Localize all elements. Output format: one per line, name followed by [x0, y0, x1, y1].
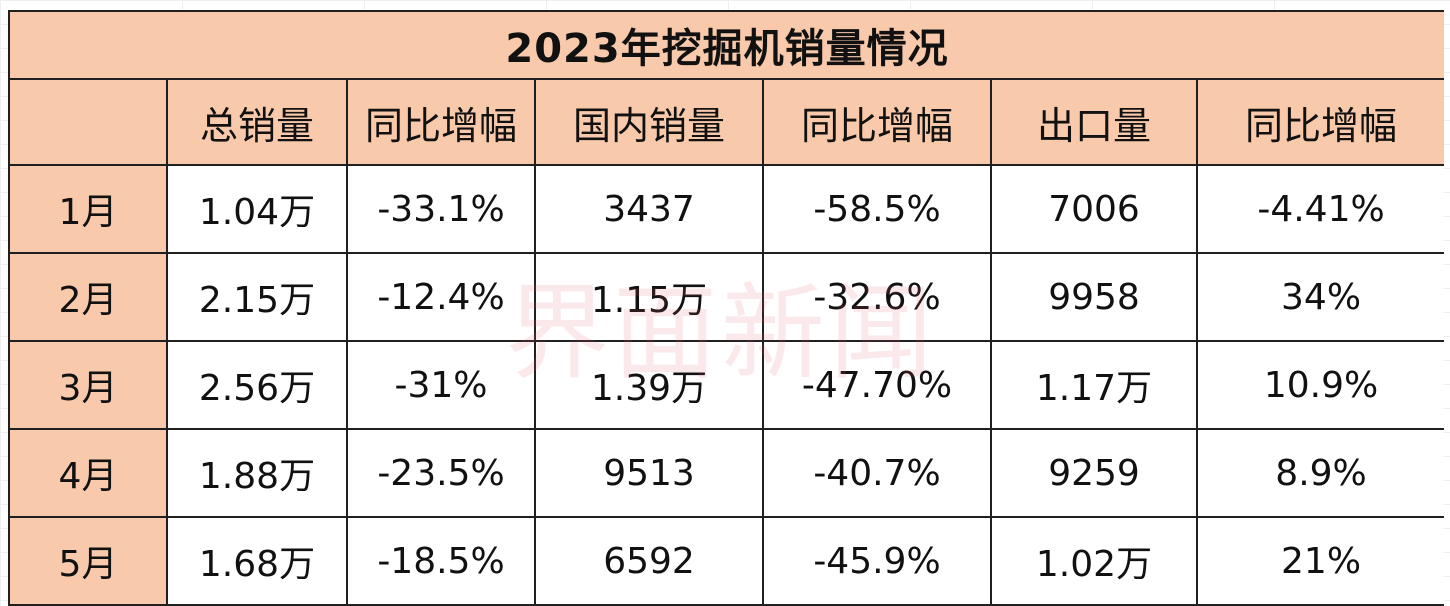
table-cell: 1.15万	[534, 252, 764, 342]
month-cell: 3月	[8, 340, 168, 430]
header-cell-total-yoy: 同比增幅	[346, 78, 536, 166]
table-row: 3月 2.56万 -31% 1.39万 -47.70% 1.17万 10.9%	[8, 340, 1444, 430]
table-cell: -45.9%	[762, 516, 992, 606]
table-cell: 6592	[534, 516, 764, 606]
table-header-row: 总销量 同比增幅 国内销量 同比增幅 出口量 同比增幅	[8, 78, 1444, 166]
sales-table: 2023年挖掘机销量情况 总销量 同比增幅 国内销量 同比增幅 出口量 同比增幅…	[8, 10, 1444, 606]
table-cell: 1.04万	[166, 164, 348, 254]
header-cell-total-sales: 总销量	[166, 78, 348, 166]
header-cell-domestic-yoy: 同比增幅	[762, 78, 992, 166]
header-cell-blank	[8, 78, 168, 166]
table-row: 5月 1.68万 -18.5% 6592 -45.9% 1.02万 21%	[8, 516, 1444, 606]
header-cell-export-volume: 出口量	[990, 78, 1198, 166]
table-cell: -18.5%	[346, 516, 536, 606]
table-title-row: 2023年挖掘机销量情况	[8, 10, 1444, 80]
month-cell: 4月	[8, 428, 168, 518]
table-cell: 1.88万	[166, 428, 348, 518]
month-cell: 5月	[8, 516, 168, 606]
table-cell: 9958	[990, 252, 1198, 342]
table-cell: 1.39万	[534, 340, 764, 430]
table-cell: -47.70%	[762, 340, 992, 430]
table-cell: -33.1%	[346, 164, 536, 254]
table-cell: 1.68万	[166, 516, 348, 606]
table-cell: 2.56万	[166, 340, 348, 430]
table-cell: 9259	[990, 428, 1198, 518]
table-row: 2月 2.15万 -12.4% 1.15万 -32.6% 9958 34%	[8, 252, 1444, 342]
sales-table-wrap: 2023年挖掘机销量情况 总销量 同比增幅 国内销量 同比增幅 出口量 同比增幅…	[8, 10, 1444, 606]
table-cell: 8.9%	[1195, 428, 1444, 518]
table-cell: 2.15万	[166, 252, 348, 342]
table-cell: 34%	[1195, 252, 1444, 342]
table-cell: 1.02万	[990, 516, 1198, 606]
table-cell: 21%	[1195, 516, 1444, 606]
header-cell-domestic-sales: 国内销量	[534, 78, 764, 166]
table-cell: 9513	[534, 428, 764, 518]
table-cell: 7006	[990, 164, 1198, 254]
table-cell: -31%	[346, 340, 536, 430]
table-cell: -23.5%	[346, 428, 536, 518]
table-cell: -12.4%	[346, 252, 536, 342]
month-cell: 1月	[8, 164, 168, 254]
table-cell: 3437	[534, 164, 764, 254]
table-cell: 10.9%	[1195, 340, 1444, 430]
table-cell: 1.17万	[990, 340, 1198, 430]
table-cell: -4.41%	[1195, 164, 1444, 254]
table-cell: -58.5%	[762, 164, 992, 254]
header-cell-export-yoy: 同比增幅	[1195, 78, 1444, 166]
table-row: 4月 1.88万 -23.5% 9513 -40.7% 9259 8.9%	[8, 428, 1444, 518]
month-cell: 2月	[8, 252, 168, 342]
table-row: 1月 1.04万 -33.1% 3437 -58.5% 7006 -4.41%	[8, 164, 1444, 254]
table-cell: -32.6%	[762, 252, 992, 342]
table-title: 2023年挖掘机销量情况	[8, 10, 1444, 80]
table-cell: -40.7%	[762, 428, 992, 518]
